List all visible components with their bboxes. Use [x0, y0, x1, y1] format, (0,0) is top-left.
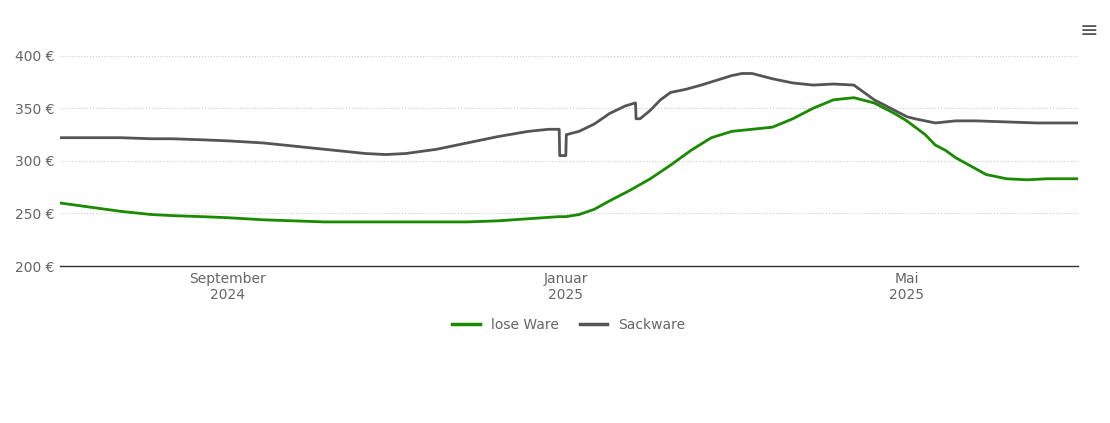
Text: ≡: ≡	[1080, 21, 1098, 41]
Legend: lose Ware, Sackware: lose Ware, Sackware	[446, 313, 692, 338]
